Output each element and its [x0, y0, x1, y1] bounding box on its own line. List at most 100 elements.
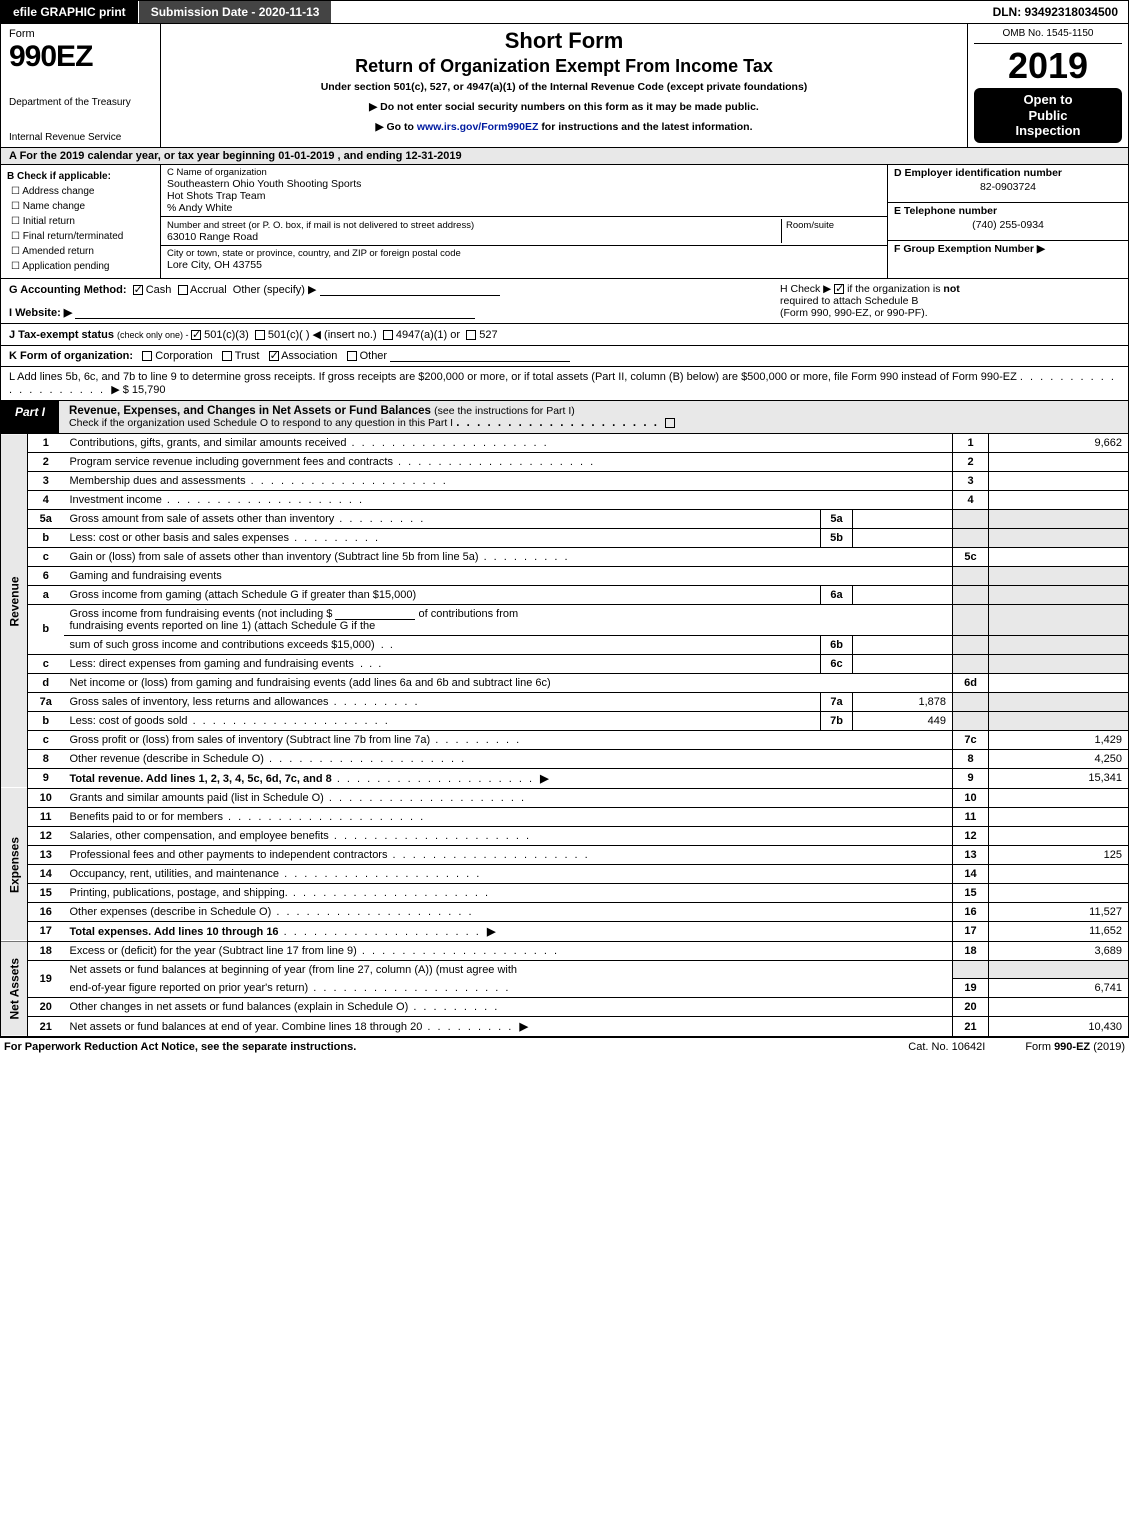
line-16: 16 Other expenses (describe in Schedule … [1, 902, 1129, 921]
chk-initial-return[interactable]: ☐ Initial return [11, 214, 154, 229]
sidetab-expenses: Expenses [1, 788, 28, 941]
desc: end-of-year figure reported on prior yea… [64, 979, 953, 998]
submission-date-button[interactable]: Submission Date - 2020-11-13 [139, 1, 333, 23]
chk-h[interactable] [834, 284, 844, 294]
line-4: 4 Investment income 4 [1, 490, 1129, 509]
desc: Gross profit or (loss) from sales of inv… [64, 730, 953, 749]
desc-text: of contributions from [419, 608, 519, 620]
desc-text: Gross income from fundraising events (no… [70, 608, 333, 620]
website-input[interactable] [75, 307, 475, 319]
arrow-goto-pre: ▶ Go to [376, 121, 417, 133]
e-cell: E Telephone number (740) 255-0934 [888, 203, 1128, 241]
part1-title: Revenue, Expenses, and Changes in Net As… [59, 401, 1128, 433]
lineno: 5a [28, 509, 64, 528]
chk-address-change[interactable]: ☐ Address change [11, 184, 154, 199]
lineno: 1 [28, 434, 64, 453]
valcol [989, 635, 1129, 654]
k-o1: Corporation [155, 350, 212, 362]
e-label: E Telephone number [894, 205, 997, 217]
fund-amount-input[interactable] [335, 608, 415, 620]
open-line2: Public [976, 108, 1120, 124]
cash-label: Cash [146, 284, 172, 296]
chk-527[interactable] [466, 330, 476, 340]
part1-header: Part I Revenue, Expenses, and Changes in… [0, 401, 1129, 434]
chk-label: Initial return [23, 216, 75, 227]
subval: 1,878 [853, 692, 953, 711]
j-o3: 4947(a)(1) or [396, 329, 460, 341]
line-17: 17 Total expenses. Add lines 10 through … [1, 921, 1129, 941]
chk-4947[interactable] [383, 330, 393, 340]
k-label: K Form of organization: [9, 350, 133, 362]
chk-name-change[interactable]: ☐ Name change [11, 199, 154, 214]
numcol [953, 528, 989, 547]
efile-print-button[interactable]: efile GRAPHIC print [1, 1, 139, 23]
footer-catno: Cat. No. 10642I [908, 1041, 985, 1053]
header-left: Form 990EZ Department of the Treasury In… [1, 24, 161, 147]
line-7c: c Gross profit or (loss) from sales of i… [1, 730, 1129, 749]
desc: Membership dues and assessments [64, 471, 953, 490]
chk-501c[interactable] [255, 330, 265, 340]
lineno: 19 [28, 960, 64, 998]
numcol: 14 [953, 864, 989, 883]
c-street-row: Number and street (or P. O. box, if mail… [161, 217, 887, 246]
numcol: 18 [953, 941, 989, 960]
valcol: 11,527 [989, 902, 1129, 921]
dots [162, 494, 364, 506]
other-specify-input[interactable] [320, 284, 500, 296]
title-return: Return of Organization Exempt From Incom… [171, 56, 957, 77]
desc: Gaming and fundraising events [64, 566, 953, 585]
j-o2: 501(c)( ) ◀ (insert no.) [268, 329, 377, 341]
lineno: 6 [28, 566, 64, 585]
chk-corp[interactable] [142, 351, 152, 361]
chk-assoc[interactable] [269, 351, 279, 361]
chk-app-pending[interactable]: ☐ Application pending [11, 259, 154, 274]
c-name-row: C Name of organization Southeastern Ohio… [161, 165, 887, 217]
valcol [989, 807, 1129, 826]
section-b: B Check if applicable: ☐ Address change … [1, 165, 161, 278]
desc-text: Gross sales of inventory, less returns a… [70, 696, 329, 708]
valcol [989, 998, 1129, 1017]
irs-link[interactable]: www.irs.gov/Form990EZ [417, 121, 539, 133]
part1-tag: Part I [1, 401, 59, 433]
j-row: J Tax-exempt status (check only one) - 5… [0, 324, 1129, 346]
line-6b2: sum of such gross income and contributio… [1, 635, 1129, 654]
valcol [989, 883, 1129, 902]
lineno: c [28, 730, 64, 749]
chk-label: Application pending [22, 261, 109, 272]
desc: Other expenses (describe in Schedule O) [64, 902, 953, 921]
city-value: Lore City, OH 43755 [167, 259, 881, 271]
dots [246, 475, 448, 487]
desc-text: Excess or (deficit) for the year (Subtra… [70, 945, 357, 957]
footer-right-bold: 990-EZ [1054, 1041, 1090, 1053]
header-right: OMB No. 1545-1150 2019 Open to Public In… [968, 24, 1128, 147]
numcol: 9 [953, 768, 989, 788]
chk-cash[interactable] [133, 285, 143, 295]
valcol [989, 452, 1129, 471]
h-text1: H Check ▶ [780, 283, 834, 295]
f-cell: F Group Exemption Number ▶ [888, 241, 1128, 278]
line-6d: d Net income or (loss) from gaming and f… [1, 673, 1129, 692]
chk-amended[interactable]: ☐ Amended return [11, 244, 154, 259]
chk-other[interactable] [347, 351, 357, 361]
lineno: 15 [28, 883, 64, 902]
lineno: 18 [28, 941, 64, 960]
title-short-form: Short Form [171, 28, 957, 54]
top-bar: efile GRAPHIC print Submission Date - 20… [0, 0, 1129, 24]
desc: Investment income [64, 490, 953, 509]
j-o4: 527 [479, 329, 497, 341]
numcol: 11 [953, 807, 989, 826]
valcol [989, 528, 1129, 547]
desc-text: Gross amount from sale of assets other t… [70, 513, 335, 525]
desc: Gain or (loss) from sale of assets other… [64, 547, 953, 566]
chk-schedule-o[interactable] [665, 418, 675, 428]
lineno: 13 [28, 845, 64, 864]
chk-final-return[interactable]: ☐ Final return/terminated [11, 229, 154, 244]
line-5c: c Gain or (loss) from sale of assets oth… [1, 547, 1129, 566]
numcol [953, 509, 989, 528]
valcol [989, 826, 1129, 845]
dept-treasury: Department of the Treasury [9, 97, 152, 108]
chk-accrual[interactable] [178, 285, 188, 295]
chk-trust[interactable] [222, 351, 232, 361]
chk-501c3[interactable] [191, 330, 201, 340]
k-other-input[interactable] [390, 350, 570, 362]
